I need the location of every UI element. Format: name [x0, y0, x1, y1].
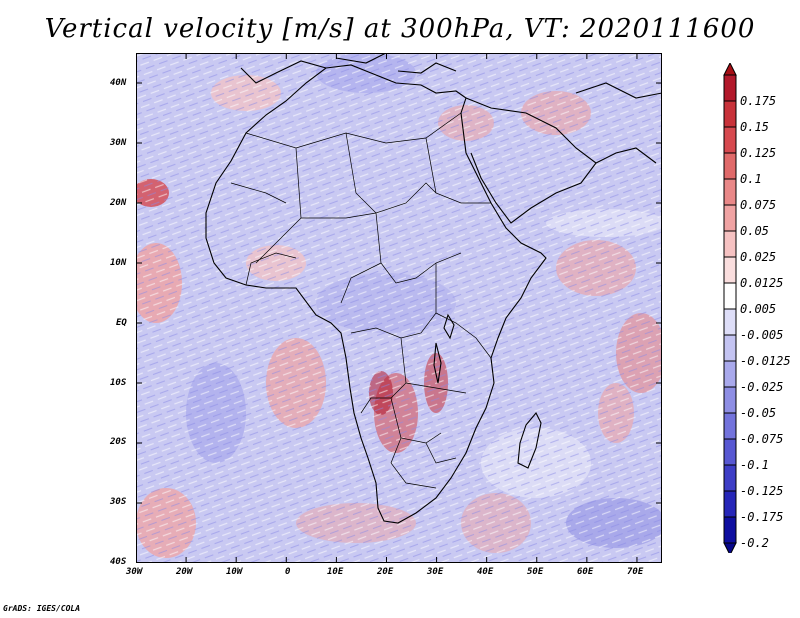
grads-credit: GrADS: IGES/COLA: [3, 604, 81, 613]
colorbar-swatch: [723, 308, 737, 336]
colorbar-label: 0.0125: [740, 276, 783, 290]
lat-label: 30S: [110, 497, 127, 507]
colorbar-swatch: [723, 204, 737, 232]
colorbar-swatch: [723, 178, 737, 206]
colorbar-label: -0.025: [740, 380, 783, 394]
lat-label: 40S: [110, 557, 127, 567]
colorbar-swatch: [723, 126, 737, 154]
lat-label: 10S: [110, 378, 127, 388]
colorbar-label: 0.075: [740, 198, 776, 212]
lon-label: 50E: [527, 567, 544, 577]
colorbar-swatch: [723, 334, 737, 362]
colorbar-swatch: [723, 74, 737, 102]
lon-label: 20W: [176, 567, 193, 577]
colorbar-swatch: [723, 152, 737, 180]
lon-label: 0: [285, 567, 291, 577]
colorbar-swatch: [723, 360, 737, 388]
colorbar-swatch: [723, 256, 737, 284]
colorbar-swatch: [723, 516, 737, 544]
colorbar-label: -0.1: [740, 458, 769, 472]
colorbar-swatch: [723, 464, 737, 492]
lon-label: 30W: [126, 567, 143, 577]
lon-label: 20E: [377, 567, 394, 577]
map-border: [136, 53, 662, 563]
colorbar-label: 0.005: [740, 302, 776, 316]
lon-label: 10W: [226, 567, 243, 577]
lon-label: 30E: [427, 567, 444, 577]
streak-texture: [136, 53, 662, 563]
colorbar-swatch: [723, 100, 737, 128]
colorbar-graphic: 0.175 0.15 0.125 0.1 0.075 0.05 0.025 0.0125 0.0…: [723, 61, 791, 557]
colorbar-swatch: [723, 412, 737, 440]
europe-coastline: [240, 53, 457, 84]
colorbar-label: 0.125: [740, 146, 776, 160]
country-borders: [230, 112, 492, 489]
colorbar-label: 0.15: [740, 120, 769, 134]
great-lakes: [433, 313, 455, 384]
lat-label: EQ: [116, 318, 127, 328]
colorbar-label: -0.005: [740, 328, 783, 342]
lat-label: 40N: [110, 78, 127, 88]
colorbar-label: -0.075: [740, 432, 783, 446]
lat-label: 10N: [110, 258, 127, 268]
africa-coastline: [205, 64, 547, 524]
borders: [230, 112, 492, 489]
lon-label: 40E: [477, 567, 494, 577]
map-panel: [136, 53, 662, 563]
colorbar-label: -0.0125: [740, 354, 791, 368]
page-title: Vertical velocity [m/s] at 300hPa, VT: 2…: [44, 14, 756, 44]
colorbar-swatch: [723, 438, 737, 466]
colorbar-label: -0.175: [740, 510, 783, 524]
colorbar-label: -0.125: [740, 484, 783, 498]
lat-label: 20N: [110, 198, 127, 208]
colorbar-label: 0.175: [740, 94, 776, 108]
arabia-coastline: [465, 97, 597, 224]
vertical-velocity-map: [136, 53, 662, 563]
colorbar-swatch: [723, 282, 737, 310]
lat-label: 30N: [110, 138, 127, 148]
colorbar-label: 0.05: [740, 224, 769, 238]
lon-label: 70E: [627, 567, 644, 577]
lon-label: 10E: [327, 567, 344, 577]
colorbar-swatch: [723, 230, 737, 258]
colorbar-top-arrow: [723, 61, 737, 76]
colorbar-label: -0.2: [740, 536, 769, 550]
colorbar: 0.175 0.15 0.125 0.1 0.075 0.05 0.025 0.0125 0.0…: [718, 61, 800, 557]
colorbar-label: 0.1: [740, 172, 762, 186]
colorbar-swatch: [723, 386, 737, 414]
colorbar-swatch: [723, 490, 737, 518]
lon-label: 60E: [577, 567, 594, 577]
coastlines: [205, 53, 662, 524]
colorbar-label: 0.025: [740, 250, 776, 264]
middle-east-coastline: [575, 82, 662, 164]
lat-label: 20S: [110, 437, 127, 447]
madagascar-coastline: [517, 412, 542, 469]
colorbar-label: -0.05: [740, 406, 776, 420]
colorbar-bottom-arrow: [723, 542, 737, 557]
